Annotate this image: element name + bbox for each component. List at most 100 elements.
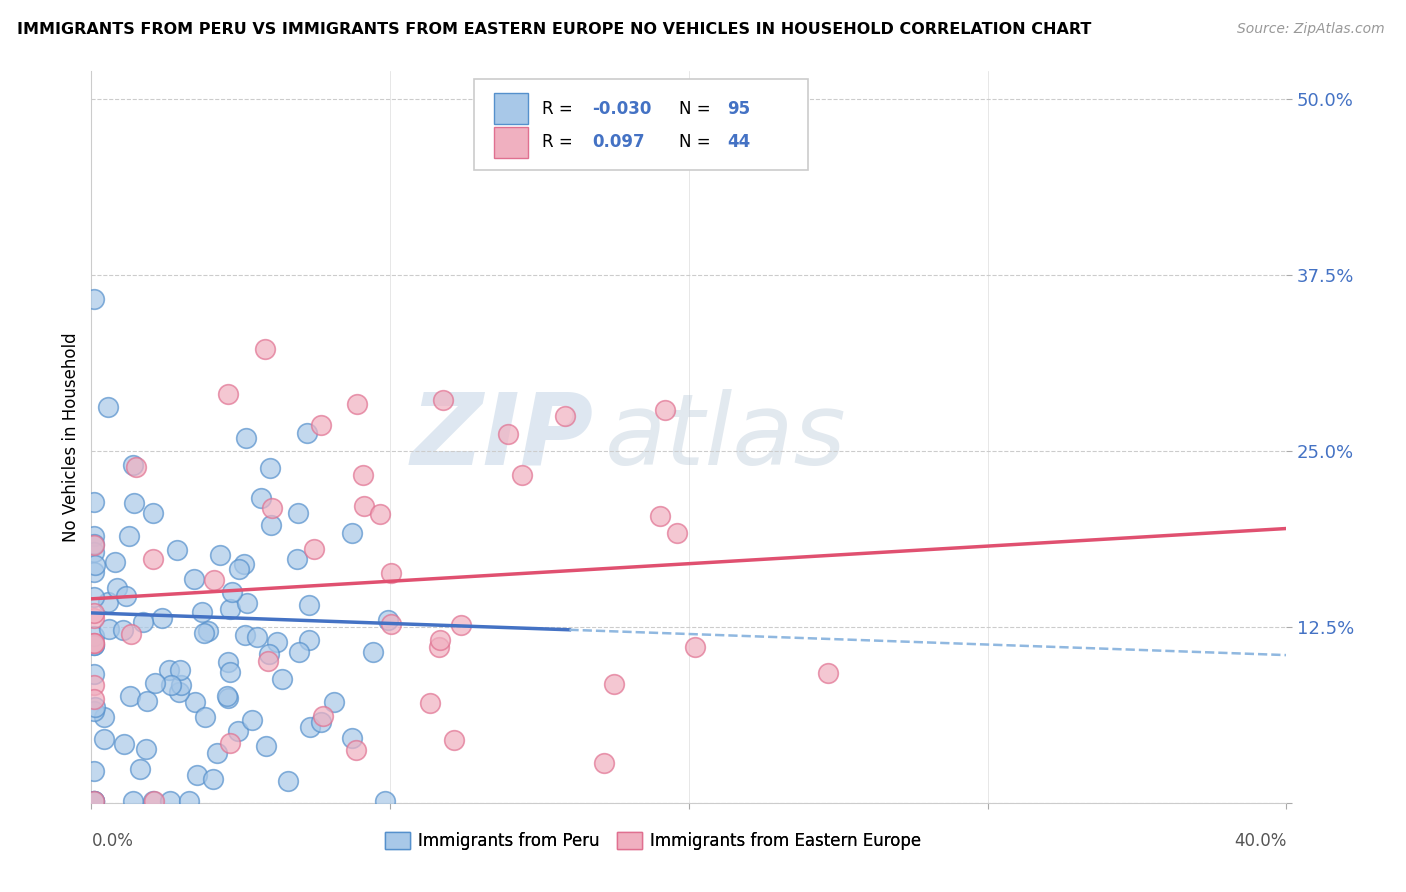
Point xyxy=(83,611,105,625)
Point xyxy=(83,629,105,643)
Point xyxy=(271,672,294,686)
Point xyxy=(368,507,391,521)
Point xyxy=(380,566,402,581)
Point xyxy=(84,700,107,714)
Point xyxy=(83,565,105,579)
Point xyxy=(97,595,120,609)
Point xyxy=(419,696,441,710)
Point xyxy=(427,640,450,654)
Point xyxy=(233,558,256,572)
Point xyxy=(124,496,146,510)
Point xyxy=(83,606,105,620)
Bar xyxy=(494,127,527,158)
Point xyxy=(166,543,188,558)
Point xyxy=(218,665,240,680)
Point xyxy=(311,714,333,729)
Point xyxy=(157,663,180,677)
Point xyxy=(298,598,321,612)
Point xyxy=(205,746,228,760)
Point xyxy=(260,517,283,532)
Point xyxy=(83,529,105,543)
Point xyxy=(194,710,217,724)
Point xyxy=(135,742,157,756)
Point xyxy=(226,724,249,739)
Point xyxy=(150,611,173,625)
Point xyxy=(98,622,121,636)
Point xyxy=(191,605,214,619)
Point xyxy=(219,601,242,615)
Point xyxy=(122,458,145,473)
Point xyxy=(450,617,472,632)
Point xyxy=(202,573,225,587)
Point xyxy=(83,545,105,559)
Point xyxy=(228,562,250,576)
Point xyxy=(167,685,190,699)
Point xyxy=(184,695,207,709)
Point xyxy=(250,491,273,505)
Point xyxy=(510,468,533,483)
Text: 40.0%: 40.0% xyxy=(1234,832,1286,850)
Point xyxy=(287,645,309,659)
Text: 95: 95 xyxy=(727,100,751,118)
Point xyxy=(208,548,231,562)
Point xyxy=(554,409,576,424)
Point xyxy=(219,736,242,750)
Point xyxy=(432,392,454,407)
Point xyxy=(312,708,335,723)
Point xyxy=(340,526,363,541)
Point xyxy=(297,425,319,440)
Legend: Immigrants from Peru, Immigrants from Eastern Europe: Immigrants from Peru, Immigrants from Ea… xyxy=(378,825,928,856)
Point xyxy=(141,794,163,808)
FancyBboxPatch shape xyxy=(474,78,808,170)
Point xyxy=(105,581,128,595)
Point xyxy=(84,558,107,572)
Point xyxy=(142,506,165,520)
Point xyxy=(257,647,280,661)
Point xyxy=(309,417,332,432)
Point xyxy=(429,633,451,648)
Point xyxy=(83,794,105,808)
Point xyxy=(118,529,141,543)
Point xyxy=(603,677,626,691)
Point xyxy=(344,743,367,757)
Point xyxy=(323,695,346,709)
Y-axis label: No Vehicles in Household: No Vehicles in Household xyxy=(62,332,80,542)
Point xyxy=(254,343,277,357)
Text: 0.097: 0.097 xyxy=(592,133,645,152)
Text: -0.030: -0.030 xyxy=(592,100,651,118)
Point xyxy=(817,666,839,681)
Point xyxy=(259,461,281,475)
Point xyxy=(201,772,224,786)
Point xyxy=(235,431,257,445)
Point xyxy=(132,615,155,629)
Point xyxy=(83,638,105,652)
Point xyxy=(83,667,105,681)
Point xyxy=(287,506,309,520)
Point xyxy=(266,634,288,648)
Point xyxy=(246,631,269,645)
Point xyxy=(83,692,105,706)
Point xyxy=(443,732,465,747)
Point xyxy=(361,645,384,659)
Point xyxy=(498,426,520,441)
Point xyxy=(136,694,159,708)
Point xyxy=(83,292,105,306)
Point xyxy=(183,572,205,586)
Point xyxy=(83,636,105,650)
Point xyxy=(121,794,143,808)
Point xyxy=(112,737,135,751)
Text: N =: N = xyxy=(679,133,716,152)
Text: N =: N = xyxy=(679,100,716,118)
Point xyxy=(83,590,105,604)
Point xyxy=(159,794,181,808)
Point xyxy=(217,387,239,401)
Point xyxy=(160,678,183,692)
Point xyxy=(233,628,256,642)
Text: 0.0%: 0.0% xyxy=(91,832,134,850)
Point xyxy=(592,756,614,771)
Point xyxy=(83,635,105,649)
Bar xyxy=(494,94,527,124)
Point xyxy=(83,494,105,508)
Point xyxy=(83,704,105,718)
Point xyxy=(352,468,374,483)
